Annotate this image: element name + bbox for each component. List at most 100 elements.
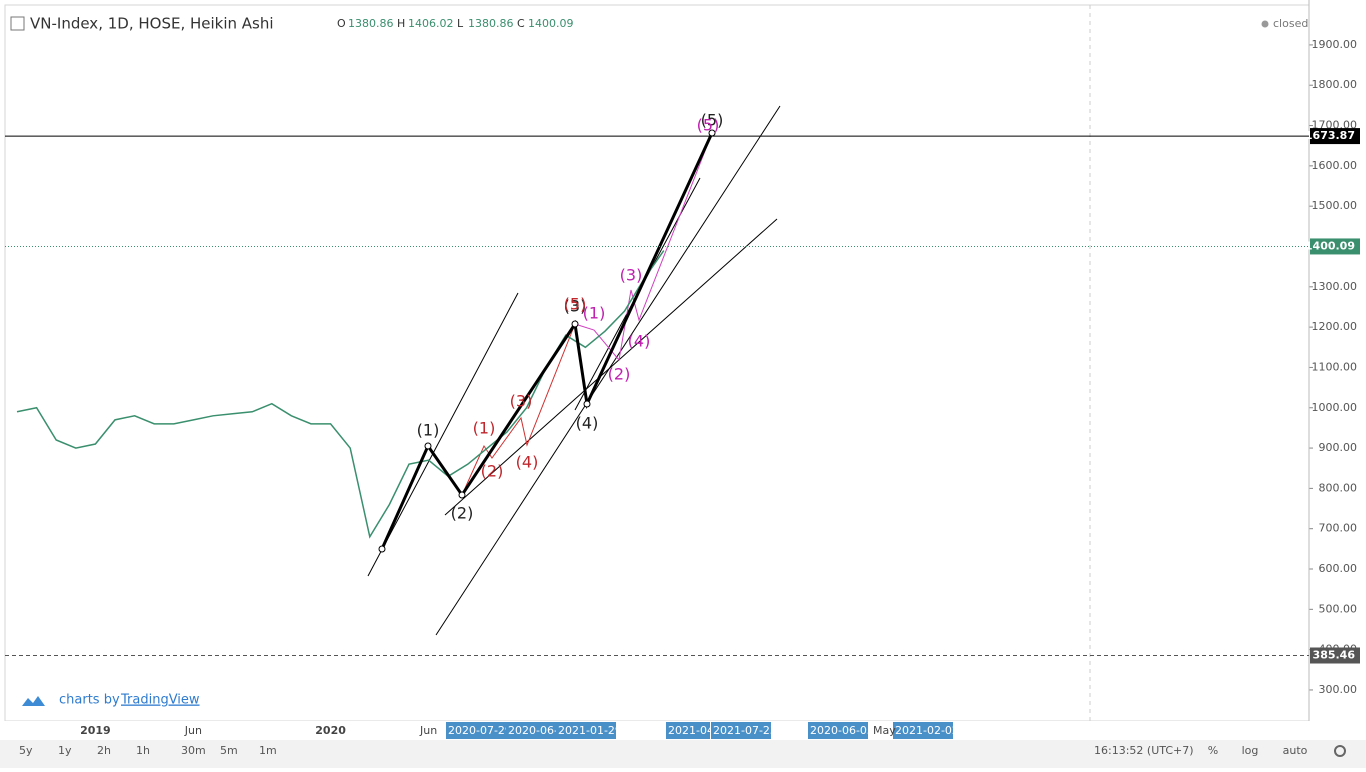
range-button[interactable]: 1h [136, 744, 150, 757]
ohlc-key: O [337, 17, 346, 30]
wave-label: (3) [620, 266, 643, 285]
time-highlight [893, 722, 953, 739]
time-highlight-label: 2021-07-23 [713, 724, 777, 737]
price-badge-label: 385.46 [1313, 649, 1356, 662]
range-button[interactable]: 2h [97, 744, 111, 757]
major-wave [380, 132, 714, 550]
y-tick-label: 1300.00 [1312, 280, 1358, 293]
y-tick-label: 600.00 [1319, 562, 1358, 575]
y-tick-label: 900.00 [1319, 441, 1358, 454]
settings-button[interactable] [1334, 745, 1346, 757]
x-tick-label: 2020 [315, 724, 346, 737]
y-tick-label: 500.00 [1319, 602, 1358, 615]
price-badge [1310, 238, 1360, 255]
y-tick-label: 700.00 [1319, 522, 1358, 535]
price-badge [1310, 128, 1360, 145]
channel-line [444, 218, 778, 516]
y-tick-label: 1500.00 [1312, 199, 1358, 212]
wave-point [424, 442, 432, 450]
time-highlight [808, 722, 868, 739]
time-highlight-label: 2021-04 [668, 724, 714, 737]
wave-label: (1) [583, 304, 606, 323]
y-tick-label: 1200.00 [1312, 320, 1358, 333]
wave-point [571, 320, 579, 328]
tradingview-logo [22, 696, 45, 706]
wave-label: (2) [481, 462, 504, 481]
range-button[interactable]: 5m [220, 744, 238, 757]
ohlc: O 1380.86 H 1406.02 L 1380.86 C 1400.09 [337, 17, 574, 30]
x-tick-label: May [873, 724, 896, 737]
time-highlight-label: 2021-01-29 [558, 724, 622, 737]
time-highlight-label: 2020-07-29 [448, 724, 512, 737]
scale-option[interactable]: % [1208, 744, 1218, 757]
market-status: closed [1273, 17, 1308, 30]
wave-label: (2) [451, 504, 474, 523]
y-tick-label: 1800.00 [1312, 78, 1358, 91]
wave-label: (5) [564, 295, 587, 314]
wave-label: (2) [608, 365, 631, 384]
y-tick-label: 300.00 [1319, 683, 1358, 696]
wave-label: (1) [473, 419, 496, 438]
ohlc-value: 1406.02 [408, 17, 454, 30]
y-tick-label: 1100.00 [1312, 360, 1358, 373]
time-highlight [711, 722, 771, 739]
time-highlight [666, 722, 710, 739]
ohlc-key: L [457, 17, 464, 30]
status-dot [1261, 20, 1269, 28]
y-tick-label: 1000.00 [1312, 401, 1358, 414]
symbol-menu-icon[interactable] [10, 16, 25, 31]
channel-line [435, 105, 781, 636]
time-highlight [506, 722, 556, 739]
scale-option[interactable]: log [1242, 744, 1259, 757]
wave-label: (4) [628, 332, 651, 351]
price-badge-label: 1673.87 [1305, 129, 1355, 142]
bottom-toolbar [0, 740, 1366, 768]
toolbar: 5y 1y 2h 1h 30m 5m 1m 16:13:52 (UTC+7)% log auto [19, 744, 1346, 757]
wave-point [583, 400, 591, 408]
wave-label: (5) [697, 116, 720, 135]
range-button[interactable]: 1y [58, 744, 72, 757]
ohlc-value: 1380.86 [468, 17, 514, 30]
wave-points [378, 129, 716, 553]
channel-line [367, 292, 519, 577]
wave-label: (3) [564, 297, 587, 316]
y-tick-label: 1900.00 [1312, 38, 1358, 51]
wave-label: (4) [576, 414, 599, 433]
price-badge [1310, 647, 1360, 664]
range-button[interactable]: 30m [181, 744, 206, 757]
ohlc-key: C [517, 17, 525, 30]
y-tick-label: 1600.00 [1312, 159, 1358, 172]
time-highlight-label: 2020-06-05 [810, 724, 874, 737]
scale-option[interactable]: auto [1283, 744, 1308, 757]
time-highlight [556, 722, 616, 739]
y-tick-label: 800.00 [1319, 481, 1358, 494]
wave-label: (3) [510, 392, 533, 411]
time-highlight-label: 2021-02-02 [895, 724, 959, 737]
time-axis-labels: 2019 Jun 2020 Jun 2020-07-292020-06-052021-0… [80, 722, 959, 739]
ohlc-value: 1380.86 [348, 17, 394, 30]
ohlc-value: 1400.09 [528, 17, 574, 30]
watermark-prefix: charts by [59, 693, 120, 708]
wave-label: (5) [701, 111, 724, 130]
symbol-title: VN-Index, 1D, HOSE, Heikin Ashi [30, 15, 274, 33]
x-tick-label: Jun [419, 724, 437, 737]
wave-point [378, 545, 386, 553]
clock: 16:13:52 (UTC+7) [1094, 744, 1194, 757]
time-highlight-label: 2020-06-05 [508, 724, 572, 737]
trend-lines [367, 105, 781, 636]
wave-point [458, 491, 466, 499]
wave-label: (1) [417, 421, 440, 440]
price-badge-label: 1400.09 [1305, 239, 1355, 252]
x-tick-label: Jun [184, 724, 202, 737]
wave-label: (4) [516, 453, 539, 472]
price-axis: 1900.001800.001700.001600.001500.001400.… [1305, 0, 1360, 721]
time-highlight [446, 722, 506, 739]
x-tick-label: 2019 [80, 724, 111, 737]
wave-labels: (1)(2)(3)(4)(5)(1)(2)(3)(4)(5)(1)(2)(3)(… [417, 111, 724, 523]
range-button[interactable]: 1m [259, 744, 277, 757]
watermark-brand[interactable]: TradingView [120, 693, 200, 708]
range-button[interactable]: 5y [19, 744, 33, 757]
